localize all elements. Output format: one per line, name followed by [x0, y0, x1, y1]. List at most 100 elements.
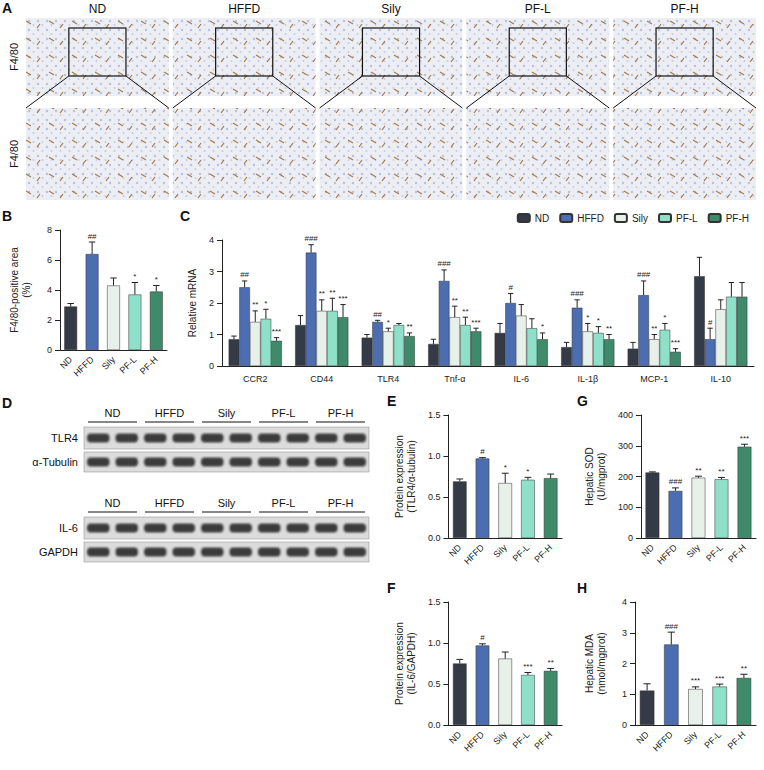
svg-text:***: ***	[338, 294, 347, 303]
svg-text:###: ###	[669, 477, 683, 486]
svg-text:ND: ND	[105, 407, 121, 419]
svg-text:0: 0	[622, 720, 627, 730]
svg-text:**: **	[548, 658, 554, 667]
svg-text:1.0: 1.0	[428, 638, 441, 648]
svg-text:GAPDH: GAPDH	[39, 546, 78, 558]
svg-text:***: ***	[471, 318, 480, 327]
svg-text:ND: ND	[640, 542, 657, 559]
svg-text:Protein expression: Protein expression	[394, 435, 405, 518]
svg-text:**: **	[319, 289, 325, 298]
svg-text:HFFD: HFFD	[577, 213, 604, 224]
svg-text:ND: ND	[535, 213, 549, 224]
svg-text:**: **	[606, 324, 612, 333]
svg-text:*: *	[387, 318, 390, 327]
svg-text:(IL-6/GAPDH): (IL-6/GAPDH)	[406, 632, 417, 694]
svg-text:###: ###	[304, 234, 318, 243]
svg-text:PF-H: PF-H	[328, 497, 354, 509]
svg-text:*: *	[264, 299, 267, 308]
svg-text:**: **	[406, 322, 412, 331]
svg-text:Sily: Sily	[682, 729, 700, 747]
svg-text:IL-10: IL-10	[710, 374, 731, 384]
svg-text:#: #	[508, 283, 513, 292]
svg-text:HFFD: HFFD	[462, 542, 486, 566]
svg-text:PF-L: PF-L	[704, 542, 725, 563]
svg-text:Sily: Sily	[381, 2, 400, 16]
svg-text:0: 0	[628, 533, 633, 543]
svg-text:Sily: Sily	[218, 497, 236, 509]
svg-text:###: ###	[570, 289, 584, 298]
svg-text:PF-H: PF-H	[671, 2, 699, 16]
svg-text:1: 1	[209, 330, 214, 340]
svg-text:PF-L: PF-L	[511, 729, 532, 750]
svg-text:###: ###	[637, 270, 651, 279]
svg-text:3: 3	[622, 628, 627, 638]
svg-text:HFFD: HFFD	[655, 542, 679, 566]
svg-text:***: ***	[272, 327, 281, 336]
svg-text:Sily: Sily	[632, 213, 648, 224]
svg-text:(TLR4/α-tubulin): (TLR4/α-tubulin)	[406, 440, 417, 512]
svg-text:*: *	[526, 467, 529, 476]
svg-text:Hepatic SOD: Hepatic SOD	[584, 447, 595, 505]
svg-text:IL-6: IL-6	[513, 374, 529, 384]
svg-text:Sily: Sily	[491, 729, 509, 747]
svg-text:0.0: 0.0	[428, 720, 441, 730]
svg-text:ND: ND	[105, 497, 121, 509]
svg-text:IL-6: IL-6	[59, 522, 78, 534]
svg-text:**: **	[452, 296, 458, 305]
svg-text:##: ##	[240, 270, 249, 279]
svg-text:CD44: CD44	[310, 374, 333, 384]
svg-text:*: *	[586, 313, 589, 322]
svg-text:HFFD: HFFD	[228, 2, 260, 16]
svg-text:**: **	[462, 307, 468, 316]
svg-text:F4/80-positive area: F4/80-positive area	[9, 247, 20, 333]
svg-text:***: ***	[671, 338, 680, 347]
svg-text:PF-L: PF-L	[676, 213, 698, 224]
svg-text:#: #	[480, 447, 485, 456]
svg-text:PF-H: PF-H	[726, 213, 749, 224]
svg-text:TLR4: TLR4	[51, 432, 78, 444]
svg-text:F4/80: F4/80	[8, 43, 20, 71]
svg-text:PF-L: PF-L	[511, 542, 532, 563]
svg-text:###: ###	[665, 622, 679, 631]
svg-text:0: 0	[47, 345, 52, 355]
svg-text:#: #	[480, 633, 485, 642]
svg-text:*: *	[133, 272, 136, 281]
svg-text:100: 100	[618, 502, 633, 512]
svg-text:Protein expression: Protein expression	[394, 622, 405, 705]
svg-text:ND: ND	[58, 354, 75, 371]
svg-text:3: 3	[209, 267, 214, 277]
svg-text:Sily: Sily	[100, 354, 118, 372]
svg-text:PF-L: PF-L	[272, 407, 296, 419]
svg-text:PF-H: PF-H	[532, 542, 554, 564]
svg-text:300: 300	[618, 441, 633, 451]
svg-text:*: *	[155, 275, 158, 284]
svg-text:0.0: 0.0	[428, 533, 441, 543]
svg-text:(%): (%)	[21, 282, 32, 298]
svg-text:(nmol/mgprot): (nmol/mgprot)	[596, 632, 607, 694]
svg-text:*: *	[663, 313, 666, 322]
svg-text:MCP-1: MCP-1	[640, 374, 668, 384]
svg-text:IL-1β: IL-1β	[577, 374, 598, 384]
svg-text:1.0: 1.0	[428, 451, 441, 461]
svg-text:0: 0	[209, 361, 214, 371]
svg-text:CCR2: CCR2	[243, 374, 268, 384]
svg-text:***: ***	[740, 434, 749, 443]
svg-text:Sily: Sily	[218, 407, 236, 419]
svg-text:HFFD: HFFD	[462, 729, 486, 753]
svg-text:*: *	[541, 322, 544, 331]
svg-text:**: **	[329, 288, 335, 297]
svg-text:Hepatic MDA: Hepatic MDA	[584, 634, 595, 693]
svg-text:#: #	[708, 318, 713, 327]
svg-text:Relative mRNA: Relative mRNA	[187, 269, 198, 338]
svg-text:4: 4	[209, 235, 214, 245]
svg-text:8: 8	[47, 225, 52, 235]
svg-text:HFFD: HFFD	[651, 729, 675, 753]
svg-text:***: ***	[691, 676, 700, 685]
svg-text:F4/80: F4/80	[8, 140, 20, 168]
svg-text:PF-H: PF-H	[328, 407, 354, 419]
svg-text:**: **	[651, 324, 657, 333]
svg-text:Sily: Sily	[685, 542, 703, 560]
svg-text:Tnf-α: Tnf-α	[444, 374, 465, 384]
svg-text:2: 2	[47, 315, 52, 325]
svg-text:PF-H: PF-H	[726, 542, 748, 564]
